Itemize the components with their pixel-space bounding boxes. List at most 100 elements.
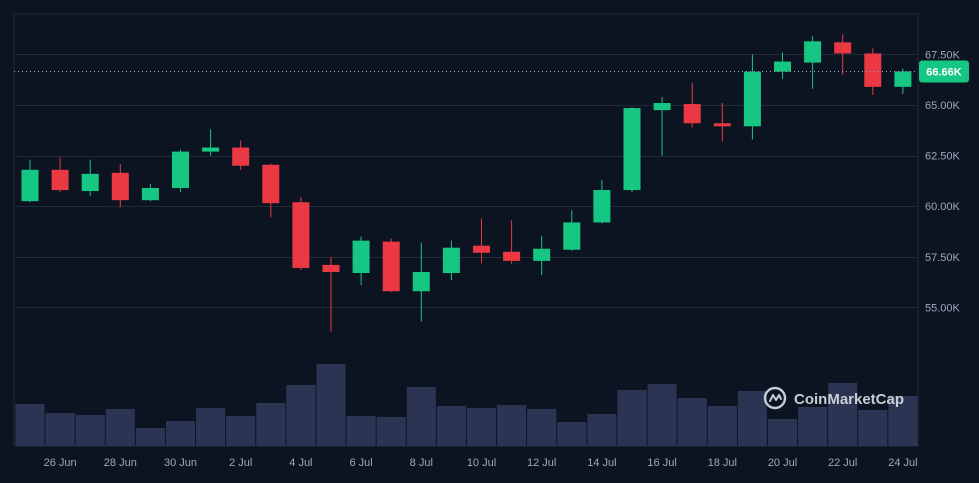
candle[interactable] (21, 159, 39, 203)
y-tick-label: 55.00K (925, 302, 961, 314)
candle[interactable] (81, 159, 99, 197)
candle-body (623, 108, 641, 191)
candle[interactable] (322, 256, 340, 332)
candle[interactable] (804, 36, 822, 89)
candle[interactable] (503, 220, 521, 264)
candle[interactable] (473, 218, 490, 263)
volume-bar (527, 409, 557, 446)
candle[interactable] (442, 240, 460, 281)
candle[interactable] (653, 96, 671, 156)
candle[interactable] (743, 54, 761, 140)
y-tick-label: 65.00K (925, 100, 961, 112)
watermark: CoinMarketCap (763, 386, 904, 410)
x-axis-labels: 26 Jun 28 Jun 30 Jun 2 Jul 4 Jul 6 Jul 8 Jul 10… (44, 457, 918, 469)
candle[interactable] (593, 179, 611, 224)
y-axis-labels: 55.00K 57.50K 60.00K 62.50K 65.00K 67.50K (925, 49, 961, 314)
candle[interactable] (111, 163, 129, 208)
candle-body (292, 202, 310, 268)
x-tick-label: 8 Jul (410, 457, 433, 469)
candle[interactable] (262, 163, 280, 218)
x-tick-label: 18 Jul (708, 457, 737, 469)
candle-body (774, 61, 791, 72)
volume-bar (256, 403, 286, 446)
candle-body (533, 248, 551, 261)
candle-body (834, 42, 852, 54)
candle-body (412, 272, 430, 292)
candle[interactable] (382, 238, 400, 293)
candle[interactable] (683, 82, 701, 128)
x-tick-label: 6 Jul (349, 457, 372, 469)
volume-bar (587, 414, 617, 446)
volume-bar (466, 408, 497, 446)
volume-bars (15, 364, 918, 446)
volume-bar (45, 413, 75, 446)
volume-bar (226, 416, 256, 446)
volume-bar (858, 410, 888, 446)
candle[interactable] (232, 140, 250, 170)
x-tick-label: 26 Jun (44, 457, 77, 469)
coinmarketcap-logo-icon (763, 386, 787, 410)
volume-bar (135, 428, 165, 446)
volume-bar (828, 383, 858, 446)
candle-body (473, 245, 490, 253)
volume-bar (436, 406, 466, 446)
candle-body (382, 241, 400, 292)
volume-bar (737, 391, 767, 446)
candle[interactable] (412, 242, 430, 322)
grid-lines (13, 13, 919, 447)
candle-body (563, 222, 581, 250)
candle[interactable] (864, 48, 882, 95)
y-tick-label: 67.50K (925, 49, 961, 61)
candle[interactable] (533, 235, 551, 276)
candle[interactable] (623, 107, 641, 193)
candle-body (202, 147, 220, 152)
volume-bar (105, 409, 135, 446)
volume-bar (888, 396, 918, 446)
x-tick-label: 30 Jun (164, 457, 197, 469)
candle-body (864, 53, 882, 87)
candle-body (232, 147, 250, 166)
candle-body (593, 190, 611, 223)
volume-bar (316, 364, 346, 446)
candle-body (81, 173, 99, 192)
candle[interactable] (834, 34, 852, 75)
volume-bar (647, 384, 677, 446)
candle[interactable] (352, 236, 370, 286)
y-tick-label: 57.50K (925, 252, 961, 264)
x-tick-label: 24 Jul (888, 457, 917, 469)
watermark-text: CoinMarketCap (794, 391, 904, 408)
candle-body (111, 172, 129, 201)
volume-bar (165, 421, 196, 446)
x-tick-label: 28 Jun (104, 457, 137, 469)
candle[interactable] (894, 68, 912, 94)
candles (21, 34, 912, 332)
candle-body (141, 188, 159, 201)
volume-bar (677, 398, 707, 446)
volume-bar (707, 406, 737, 446)
candle-body (442, 247, 460, 274)
candle[interactable] (51, 157, 69, 193)
x-tick-label: 16 Jul (647, 457, 676, 469)
current-price-label: 66.66K (926, 66, 962, 78)
volume-bar (557, 422, 587, 446)
candle[interactable] (202, 129, 220, 156)
volume-bar (617, 390, 647, 446)
candle[interactable] (774, 52, 791, 79)
candle-body (653, 103, 671, 111)
candle-body (683, 104, 701, 124)
candle-body (713, 123, 731, 127)
volume-bar (406, 387, 436, 446)
y-tick-label: 62.50K (925, 151, 961, 163)
candle[interactable] (141, 183, 159, 202)
current-price-badge (919, 60, 969, 83)
candle[interactable] (172, 149, 189, 193)
x-tick-label: 12 Jul (527, 457, 556, 469)
volume-bar (497, 405, 527, 446)
x-tick-label: 14 Jul (587, 457, 616, 469)
candle[interactable] (292, 197, 310, 270)
candle[interactable] (563, 210, 581, 251)
candle-body (804, 41, 822, 63)
candle[interactable] (713, 103, 731, 142)
candle-body (894, 71, 912, 87)
